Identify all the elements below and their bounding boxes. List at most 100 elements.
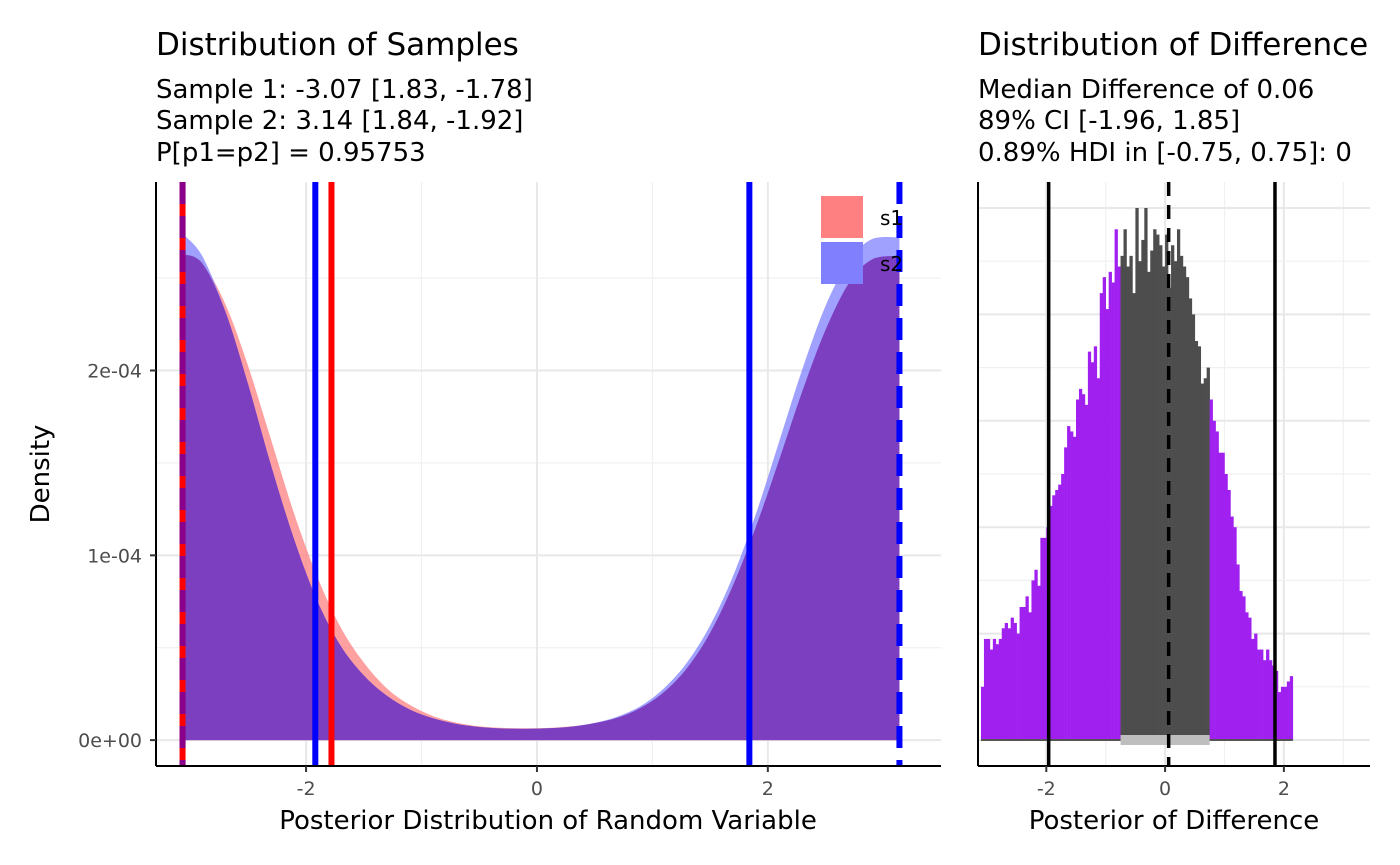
histogram-bar [1221, 452, 1225, 740]
histogram-bar [1102, 277, 1106, 740]
right-subtitle-2: 89% CI [-1.96, 1.85] [978, 106, 1240, 136]
histogram-bar [1078, 388, 1083, 740]
histogram-bar [1197, 346, 1202, 740]
left-y-tick-label: 2e-04 [87, 361, 142, 383]
right-hdi-bar [1120, 735, 1210, 745]
histogram-bar [1239, 591, 1243, 740]
legend-label-s1: s1 [880, 206, 903, 230]
histogram-bar [1120, 255, 1124, 740]
histogram-bar [1227, 489, 1231, 740]
histogram-bar [1191, 314, 1196, 740]
left-y-tick-label: 0e+00 [78, 730, 142, 752]
histogram-bar [1081, 394, 1086, 740]
left-y-tick-label: 1e-04 [87, 545, 142, 567]
left-reference-lines [179, 182, 903, 766]
histogram-bar [1150, 250, 1154, 740]
histogram-bar [1156, 234, 1160, 740]
histogram-bar [1001, 628, 1006, 740]
histogram-bar [1162, 266, 1166, 740]
histogram-bar [1123, 229, 1127, 740]
histogram-bar [1084, 404, 1089, 740]
histogram-bar [1144, 208, 1148, 740]
right-x-tick-label: -2 [1037, 778, 1056, 800]
histogram-bar [1055, 489, 1059, 740]
histogram-bar [1215, 431, 1219, 740]
histogram-bar [1179, 255, 1184, 740]
legend-swatch-s2 [821, 242, 863, 284]
histogram-bar [1076, 399, 1080, 740]
histogram-bar [1010, 617, 1014, 740]
histogram-bar [1176, 229, 1181, 740]
right-x-tick-label: 0 [1159, 778, 1171, 800]
histogram-bar [1025, 596, 1029, 740]
legend-label-s2: s2 [880, 252, 903, 276]
histogram-bar [980, 686, 985, 740]
histogram-bar [986, 638, 991, 740]
histogram-bar [1022, 607, 1026, 740]
left-x-axis-title: Posterior Distribution of Random Variabl… [279, 806, 817, 836]
histogram-bar [1233, 527, 1237, 740]
left-y-ticks: 0e+00 1e-04 2e-04 [78, 361, 156, 752]
histogram-bar [1224, 474, 1228, 740]
left-density-areas [182, 233, 900, 741]
histogram-bar [1245, 612, 1249, 740]
left-subtitle-3: P[p1=p2] = 0.95753 [156, 138, 426, 168]
histogram-bar [1200, 383, 1204, 740]
histogram-bar [1013, 622, 1017, 740]
histogram-bar [1070, 431, 1074, 740]
histogram-bar [1257, 649, 1261, 740]
histogram-bar [1138, 261, 1142, 740]
histogram-bar [1269, 660, 1273, 740]
right-x-axis-title: Posterior of Difference [1029, 806, 1320, 836]
left-x-tick-label: 2 [762, 778, 774, 800]
histogram-bar [998, 638, 1003, 740]
histogram-bar [992, 638, 997, 740]
histogram-bar [1194, 341, 1199, 740]
histogram-bar [1206, 367, 1210, 740]
histogram-bar [1266, 649, 1270, 740]
histogram-bar [1289, 676, 1294, 740]
histogram-bar [1067, 426, 1071, 740]
histogram-bar [1105, 309, 1109, 740]
histogram-bar [1093, 346, 1098, 740]
histogram-bar [995, 644, 1000, 740]
hdi-interval-bar [1120, 735, 1210, 745]
histogram-bar [1114, 229, 1118, 740]
histogram-bar [1132, 293, 1136, 740]
histogram-bar [1096, 378, 1101, 740]
histogram-bar [1016, 633, 1020, 740]
histogram-bar [1203, 378, 1207, 740]
histogram-bar [1212, 420, 1216, 740]
histogram-bar [1004, 622, 1008, 740]
histogram-bar [1034, 569, 1038, 740]
histogram-bar [1111, 282, 1115, 740]
right-x-ticks: -2 0 2 [1037, 766, 1290, 800]
histogram-bar [1263, 660, 1267, 740]
histogram-bar [1126, 266, 1130, 740]
histogram-bar [1117, 266, 1121, 740]
histogram-bar [1147, 271, 1151, 740]
right-x-tick-label: 2 [1278, 778, 1290, 800]
right-subtitle-3: 0.89% HDI in [-0.75, 0.75]: 0 [978, 138, 1352, 168]
histogram-bar [1165, 234, 1169, 740]
histogram-bar [1248, 617, 1252, 740]
histogram-bar [1019, 607, 1023, 740]
histogram-bar [1043, 537, 1047, 740]
histogram-bar [1185, 277, 1190, 740]
left-x-tick-label: -2 [297, 778, 316, 800]
left-axes [155, 182, 941, 767]
histogram-bar [1242, 596, 1246, 740]
histogram-bar [1028, 612, 1032, 740]
legend: s1 s2 [821, 196, 903, 284]
left-title: Distribution of Samples [156, 27, 519, 63]
histogram-bar [1283, 686, 1288, 740]
histogram-bar [1129, 255, 1133, 740]
left-x-ticks: -2 0 2 [297, 766, 774, 800]
histogram-bar [1040, 537, 1044, 740]
histogram-bar [1064, 447, 1068, 740]
legend-swatch-s1 [821, 196, 863, 238]
histogram-bar [1058, 484, 1062, 740]
right-reference-lines [1046, 182, 1277, 766]
histogram-bar [1188, 298, 1193, 740]
